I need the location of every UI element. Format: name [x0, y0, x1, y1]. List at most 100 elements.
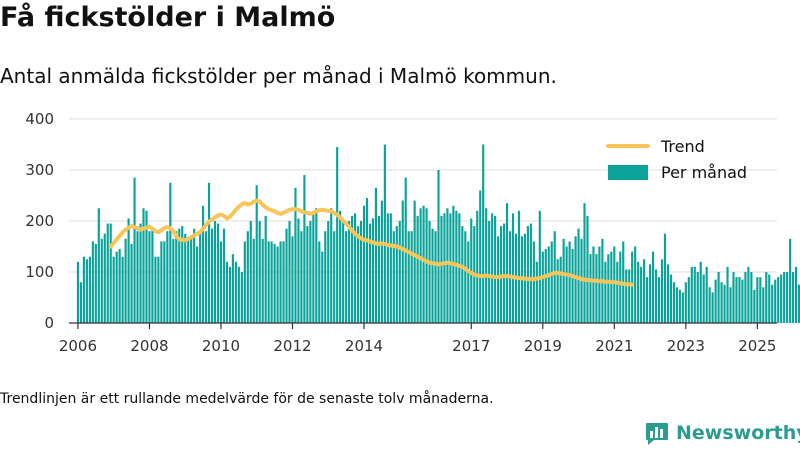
bar: [568, 241, 571, 323]
bar: [207, 182, 211, 323]
bar: [732, 272, 735, 323]
bar: [312, 213, 315, 323]
bar: [553, 231, 556, 323]
y-tick-label: 200: [25, 212, 54, 230]
bar: [747, 266, 750, 323]
x-tick-label: 2006: [59, 337, 97, 355]
bar: [461, 226, 464, 323]
bar: [699, 261, 702, 323]
bar: [449, 213, 452, 323]
bar: [398, 221, 401, 323]
bar: [351, 215, 354, 323]
bar: [458, 213, 461, 323]
bar: [184, 233, 187, 323]
trend-line: [108, 198, 635, 287]
bar: [681, 292, 684, 323]
bar: [386, 213, 389, 323]
bar: [136, 231, 139, 323]
bar: [383, 144, 386, 323]
bar: [544, 249, 547, 323]
bar: [729, 287, 732, 323]
bar: [285, 228, 288, 323]
bar: [505, 203, 509, 323]
bar: [604, 261, 607, 323]
bar: [678, 289, 681, 323]
bar: [482, 144, 485, 323]
bar: [428, 221, 431, 323]
bar: [592, 246, 595, 323]
bar: [330, 208, 333, 323]
legend-label-bars: Per månad: [661, 163, 747, 182]
bar: [407, 231, 410, 323]
bar: [255, 185, 258, 323]
y-tick-label: 100: [25, 263, 54, 281]
bar: [598, 246, 601, 323]
bar: [243, 241, 246, 323]
bar: [651, 251, 655, 323]
bar: [705, 266, 708, 323]
bar: [219, 241, 223, 323]
bar: [202, 205, 205, 323]
bar: [154, 256, 157, 323]
bar: [756, 277, 759, 323]
bar: [735, 277, 738, 323]
bar: [151, 228, 154, 323]
bar: [240, 272, 243, 323]
bar: [684, 282, 687, 323]
bar: [297, 218, 300, 323]
bar: [288, 221, 291, 323]
bar: [425, 208, 428, 323]
bar: [476, 210, 479, 323]
legend-label-trend: Trend: [660, 137, 705, 156]
bar: [264, 215, 267, 323]
bar: [175, 231, 178, 323]
bar: [467, 241, 470, 323]
bar: [365, 198, 369, 323]
bar: [172, 238, 175, 323]
trend-layer: [108, 198, 635, 287]
bar: [446, 208, 449, 323]
bar: [797, 284, 800, 323]
legend: Trend Per månad: [606, 137, 747, 182]
chart-area: 0 100 200 300 400 2006 2008 2010 2012 2014 2017 201…: [25, 110, 800, 355]
bar: [657, 277, 661, 323]
bar: [511, 213, 515, 323]
bar: [324, 231, 327, 323]
bar: [252, 238, 255, 323]
bar: [118, 249, 121, 323]
brand[interactable]: Newsworthy: [644, 420, 800, 446]
bar: [237, 266, 240, 323]
bar: [273, 243, 276, 323]
bar: [148, 231, 151, 323]
bar: [142, 208, 145, 323]
x-tick-label: 2021: [595, 337, 633, 355]
bar: [723, 284, 726, 323]
bar: [79, 282, 82, 323]
bar: [440, 215, 443, 323]
bar: [750, 272, 753, 323]
bar: [702, 274, 705, 323]
bar: [583, 203, 586, 323]
bar: [157, 256, 160, 323]
bar: [666, 264, 670, 323]
bar: [133, 177, 136, 323]
bar: [795, 266, 798, 323]
bar: [100, 238, 103, 323]
bar: [422, 205, 425, 323]
bar: [574, 236, 577, 323]
bar: [130, 243, 133, 323]
bar: [345, 231, 348, 323]
bar: [502, 223, 506, 323]
x-tick-label: 2017: [452, 337, 490, 355]
bar: [309, 221, 312, 323]
bar: [401, 200, 404, 323]
bar: [648, 264, 652, 323]
bar: [571, 249, 574, 323]
bar: [249, 221, 252, 323]
bar: [187, 238, 190, 323]
bar: [419, 208, 422, 323]
bar: [392, 231, 395, 323]
bar: [672, 282, 675, 323]
bar: [771, 284, 774, 323]
bar: [258, 221, 261, 323]
